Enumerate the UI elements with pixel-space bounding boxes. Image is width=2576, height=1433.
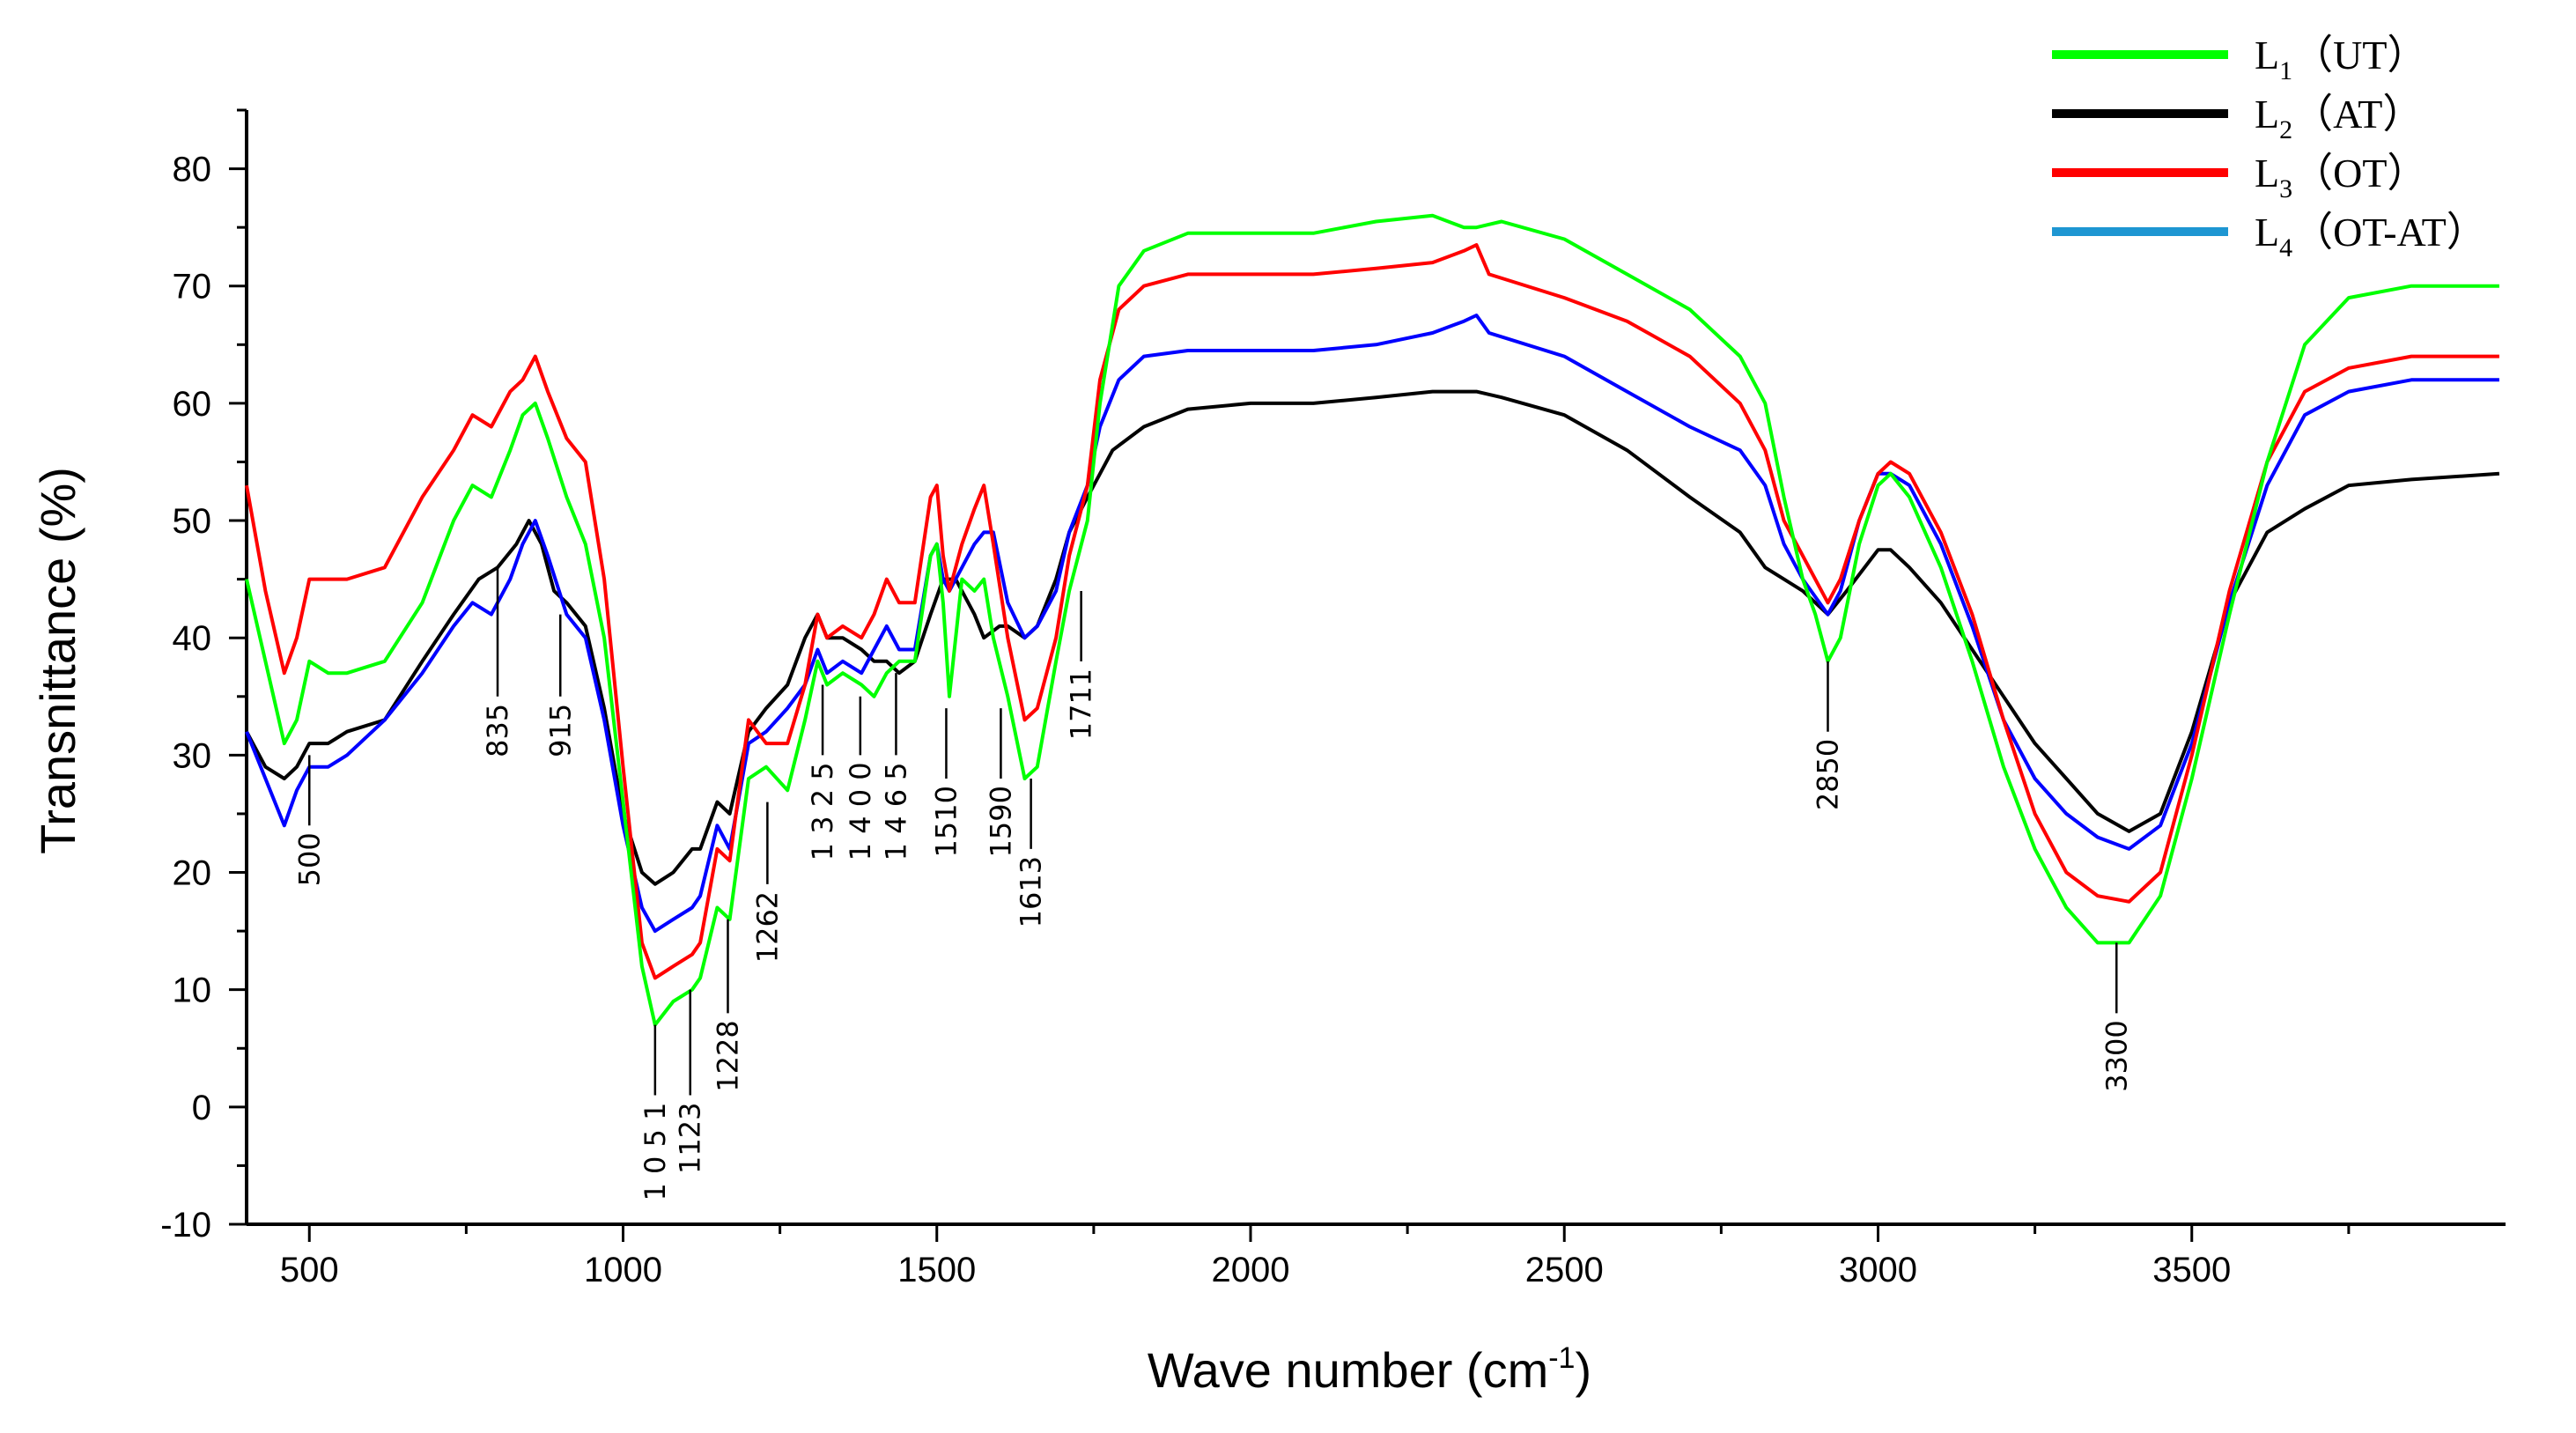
peak-label: 1613	[1015, 856, 1048, 927]
y-tick-label: 70	[173, 268, 212, 307]
legend-label-sub: 4	[2279, 233, 2292, 262]
peak-label: 1228	[711, 1020, 744, 1091]
peak-label: 1 4 0 0	[844, 762, 877, 861]
peak-label: 1 0 5 1	[638, 1103, 672, 1201]
x-tick-label: 3500	[2152, 1251, 2231, 1289]
peak-label: 1 3 2 5	[806, 762, 839, 861]
y-tick-label: -10	[160, 1206, 211, 1245]
legend-label-rest: （OT）	[2292, 151, 2427, 196]
peak-label: 1123	[674, 1103, 707, 1174]
x-tick-label: 3000	[1839, 1251, 1917, 1289]
y-tick-label: 30	[173, 736, 212, 775]
x-tick-label: 1500	[897, 1251, 976, 1289]
peak-label: 500	[292, 832, 326, 886]
series-group	[245, 213, 2500, 1027]
y-tick-label: 80	[173, 151, 212, 189]
x-axis-title: Wave number (cm-1)	[1148, 1341, 1591, 1398]
legend-label-sub: 2	[2279, 115, 2292, 144]
y-tick-label: 10	[173, 971, 212, 1010]
peak-label: 1510	[929, 786, 963, 857]
peak-label: 915	[543, 704, 577, 757]
x-tick-label: 1000	[584, 1251, 662, 1289]
peak-label: 1711	[1065, 668, 1098, 740]
series-line-2	[245, 389, 2500, 886]
peak-label: 835	[481, 704, 514, 757]
x-tick-label: 2000	[1212, 1251, 1290, 1289]
y-tick-label: 60	[173, 385, 212, 424]
legend-label-main: L	[2255, 33, 2279, 78]
peak-label: 2850	[1812, 739, 1845, 810]
y-tick-label: 0	[192, 1089, 211, 1127]
legend-label-sub: 3	[2279, 174, 2292, 203]
y-tick-label: 40	[173, 619, 212, 658]
legend-label-sub: 1	[2279, 56, 2292, 85]
peak-label: 1 4 6 5	[879, 762, 912, 861]
series-line-1	[245, 213, 2499, 1027]
y-axis-title: Transnittance (%)	[30, 467, 85, 854]
y-tick-label: 50	[173, 502, 212, 541]
x-axis-title-sup: -1	[1548, 1341, 1575, 1375]
legend-label-3: L3（OT）	[2255, 151, 2427, 203]
legend-label-4: L4（OT-AT）	[2255, 210, 2487, 262]
x-tick-label: 500	[280, 1251, 339, 1289]
legend-label-2: L2（AT）	[2255, 92, 2423, 144]
legend-label-rest: （UT）	[2292, 33, 2427, 78]
legend-label-main: L	[2255, 92, 2279, 137]
series-line-3	[245, 243, 2499, 980]
x-axis-title-main: Wave number (cm	[1148, 1342, 1548, 1398]
legend-label-main: L	[2255, 210, 2279, 255]
legend-label-rest: （AT）	[2292, 92, 2423, 137]
legend-label-rest: （OT-AT）	[2292, 210, 2487, 255]
legend-label-1: L1（UT）	[2255, 33, 2427, 85]
peak-label: 1262	[750, 891, 784, 963]
series-line-4	[245, 314, 2499, 934]
x-tick-label: 2500	[1525, 1251, 1604, 1289]
legend: L1（UT）L2（AT）L3（OT）L4（OT-AT）	[2052, 33, 2487, 262]
peak-label: 3300	[2100, 1020, 2133, 1091]
peak-label: 1590	[984, 786, 1017, 857]
y-tick-label: 20	[173, 854, 212, 893]
legend-label-main: L	[2255, 151, 2279, 196]
x-axis-title-suffix: )	[1575, 1342, 1591, 1398]
